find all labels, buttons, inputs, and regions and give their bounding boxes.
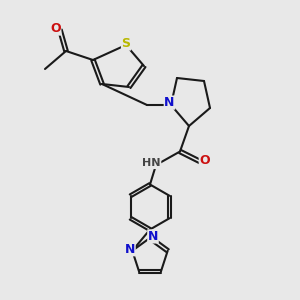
Text: O: O xyxy=(50,22,61,35)
Text: N: N xyxy=(148,230,158,243)
Text: N: N xyxy=(164,96,175,109)
Text: S: S xyxy=(122,37,130,50)
Text: HN: HN xyxy=(142,158,161,169)
Text: O: O xyxy=(199,154,210,167)
Text: N: N xyxy=(125,243,135,256)
